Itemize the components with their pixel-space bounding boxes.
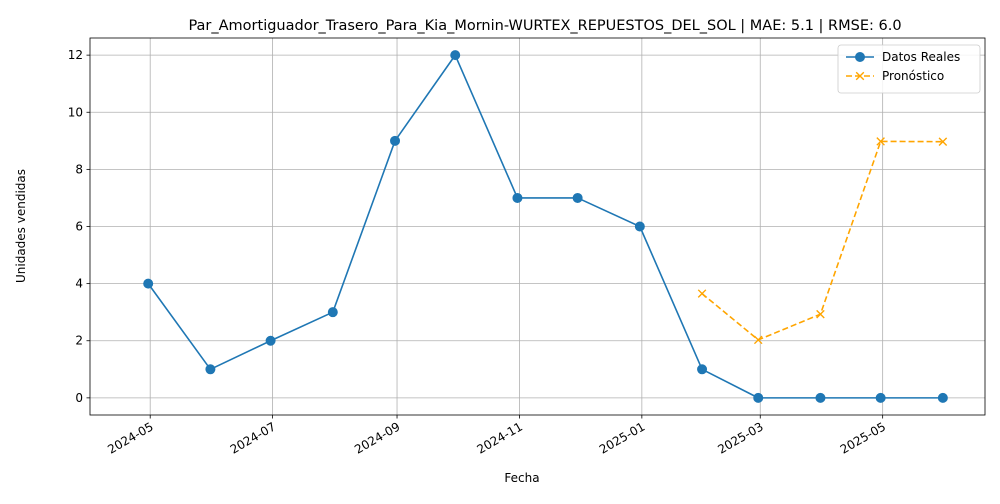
series-line-actual [147, 54, 943, 399]
series-forecast [697, 137, 948, 345]
chart-title: Par_Amortiguador_Trasero_Para_Kia_Mornin… [188, 18, 901, 34]
data-point-actual [205, 364, 216, 375]
data-point-actual [753, 392, 764, 403]
y-tick-label: 6 [75, 220, 83, 234]
y-tick-label: 4 [75, 277, 83, 291]
data-point-actual [512, 192, 523, 203]
x-tick-label: 2024-07 [228, 419, 278, 456]
x-tick-label: 2024-05 [105, 419, 155, 456]
y-tick-label: 0 [75, 391, 83, 405]
y-tick-label: 12 [68, 48, 83, 62]
y-axis: 0 2 4 6 8 10 12 [68, 48, 90, 405]
x-tick-label: 2024-09 [352, 419, 402, 456]
data-point-actual [634, 221, 645, 232]
y-axis-title: Unidades vendidas [14, 169, 28, 283]
grid-lines [90, 38, 985, 415]
legend-label-actual: Datos Reales [882, 50, 960, 64]
data-point-actual [143, 278, 154, 289]
data-point-actual [327, 307, 338, 318]
data-point-actual [450, 50, 461, 61]
x-tick-label: 2024-11 [475, 419, 525, 456]
data-point-actual [875, 392, 886, 403]
data-point-actual [937, 392, 948, 403]
x-tick-label: 2025-03 [715, 419, 765, 456]
legend-label-forecast: Pronóstico [882, 69, 944, 83]
series-actual [143, 50, 948, 403]
data-point-forecast [876, 137, 885, 146]
data-point-actual [390, 135, 401, 146]
series-line-forecast [701, 140, 943, 341]
y-tick-label: 8 [75, 162, 83, 176]
x-axis: 2024-05 2024-07 2024-09 2024-11 2025-01 2025-… [105, 415, 888, 457]
y-tick-label: 10 [68, 105, 83, 119]
y-tick-label: 2 [75, 334, 83, 348]
data-point-forecast [816, 309, 825, 319]
x-axis-title: Fecha [504, 471, 539, 485]
data-point-forecast [697, 289, 707, 298]
data-point-actual [265, 335, 276, 346]
data-point-forecast [938, 137, 948, 146]
plot-series [143, 50, 948, 403]
data-point-actual [697, 364, 708, 375]
x-tick-label: 2025-01 [597, 419, 647, 456]
legend-marker-actual [855, 52, 865, 62]
data-point-forecast [753, 335, 763, 345]
legend-marker-forecast [855, 71, 865, 81]
data-point-actual [572, 192, 583, 203]
data-point-actual [815, 392, 826, 403]
legend: Datos Reales Pronóstico [837, 44, 981, 94]
x-tick-label: 2025-05 [838, 419, 888, 456]
